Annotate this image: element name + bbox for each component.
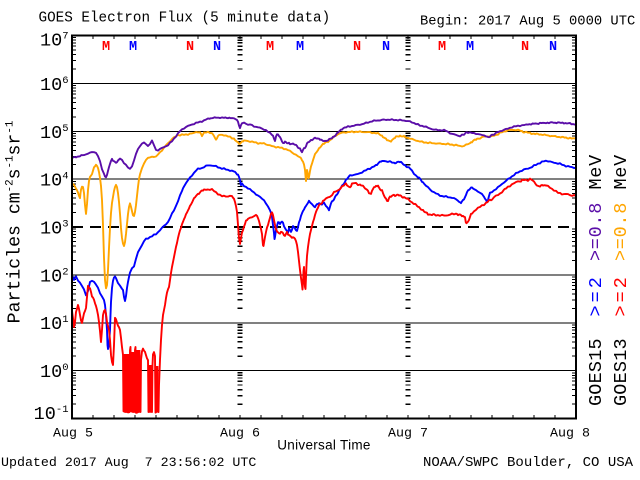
svg-text:107: 107 <box>40 31 69 52</box>
svg-text:>=0.8: >=0.8 <box>586 202 607 261</box>
svg-text:10-1: 10-1 <box>34 404 69 425</box>
svg-text:Updated 2017 Aug 7 23:56:02 U: Updated 2017 Aug 7 23:56:02 UTC <box>1 455 256 470</box>
svg-text:>=2: >=2 <box>586 274 607 316</box>
svg-text:MeV: MeV <box>586 154 607 189</box>
svg-text:N: N <box>353 40 361 55</box>
svg-text:MeV: MeV <box>611 154 632 189</box>
svg-text:104: 104 <box>40 171 69 192</box>
svg-text:NOAA/SWPC Boulder, CO USA: NOAA/SWPC Boulder, CO USA <box>423 455 634 471</box>
svg-text:Universal Time: Universal Time <box>277 438 370 453</box>
svg-text:Begin: 2017 Aug 5 0000 UTC: Begin: 2017 Aug 5 0000 UTC <box>420 14 635 30</box>
svg-text:M: M <box>296 40 304 55</box>
svg-text:Aug 6: Aug 6 <box>220 426 260 441</box>
svg-text:Aug 7: Aug 7 <box>388 426 428 441</box>
svg-text:100: 100 <box>40 362 69 383</box>
svg-text:N: N <box>549 40 557 55</box>
svg-text:N: N <box>521 40 529 55</box>
svg-text:N: N <box>213 40 221 55</box>
svg-text:M: M <box>466 40 474 55</box>
svg-text:GOES13: GOES13 <box>611 338 632 406</box>
svg-text:GOES Electron Flux (5 minute d: GOES Electron Flux (5 minute data) <box>39 11 331 27</box>
svg-text:101: 101 <box>40 314 69 335</box>
svg-text:M: M <box>266 40 274 55</box>
svg-text:103: 103 <box>40 219 69 240</box>
svg-text:M: M <box>129 40 137 55</box>
svg-text:102: 102 <box>40 266 69 287</box>
svg-text:Particles cm-2s-1sr-1: Particles cm-2s-1sr-1 <box>5 121 26 324</box>
svg-text:M: M <box>102 40 110 55</box>
svg-text:106: 106 <box>40 75 69 96</box>
svg-text:Aug 8: Aug 8 <box>550 426 590 441</box>
svg-text:Aug 5: Aug 5 <box>53 426 93 441</box>
svg-text:M: M <box>438 40 446 55</box>
svg-text:>=0.8: >=0.8 <box>611 202 632 261</box>
svg-text:105: 105 <box>40 123 69 144</box>
svg-text:N: N <box>186 40 194 55</box>
svg-text:>=2: >=2 <box>611 274 632 316</box>
svg-text:GOES15: GOES15 <box>586 338 607 406</box>
svg-text:N: N <box>382 40 390 55</box>
